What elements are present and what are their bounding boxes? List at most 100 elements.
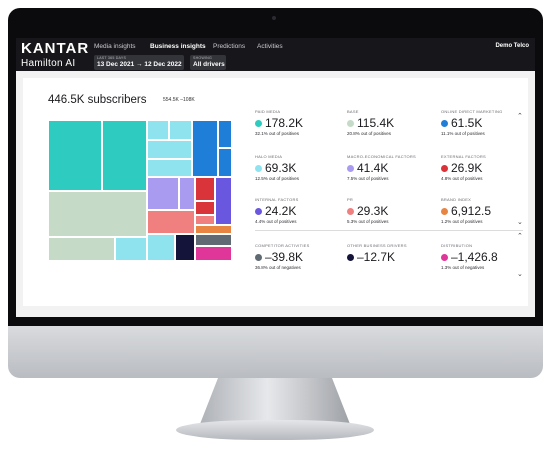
subscribers-range: 554.5K –108K (163, 97, 195, 103)
metric-value-row: 6,912.5 (441, 204, 521, 218)
metric-value-row: 115.4K (347, 116, 427, 130)
metric-color-dot (347, 207, 354, 215)
brand-logo[interactable]: KANTAR (21, 40, 90, 57)
metric-card[interactable]: INTERNAL FACTORS 24.2K 4.4% out of positiv… (255, 197, 335, 224)
metric-color-dot (441, 253, 448, 261)
driver-filter-label: SHOWING (193, 56, 212, 60)
treemap-cell[interactable] (48, 191, 147, 237)
metric-color-dot (441, 207, 448, 215)
metric-value: –39.8K (265, 250, 304, 264)
metric-value-row: 26.9K (441, 161, 521, 175)
metric-share: 4.4% out of positives (255, 219, 297, 224)
treemap-cell[interactable] (192, 120, 218, 177)
top-navigation-bar: KANTAR Hamilton AI Media insights Busine… (16, 38, 535, 71)
chevron-down-icon[interactable]: ⌄ (517, 271, 523, 278)
metric-color-dot (347, 253, 354, 261)
metric-value-row: 178.2K (255, 116, 335, 130)
metric-card[interactable]: EXTERNAL FACTORS 26.9K 4.8% out of positiv… (441, 154, 521, 181)
treemap-cell[interactable] (115, 237, 147, 261)
treemap-cell[interactable] (179, 177, 195, 210)
chevron-down-icon[interactable]: ⌄ (517, 219, 523, 226)
treemap-cell[interactable] (102, 120, 147, 191)
metric-card[interactable]: PR 29.3K 5.3% out of positives (347, 197, 427, 224)
treemap-cell[interactable] (147, 177, 179, 210)
metric-card[interactable]: DISTRIBUTION –1,426.8 1.3% out of negative… (441, 243, 521, 270)
treemap-cell[interactable] (147, 159, 192, 177)
treemap-cell[interactable] (169, 120, 192, 140)
metric-share: 1.2% out of positives (441, 219, 483, 224)
metric-share: 32.1% out of positives (255, 131, 300, 136)
treemap-cell[interactable] (195, 177, 215, 201)
treemap-cell[interactable] (48, 237, 115, 261)
metric-card[interactable]: OTHER BUSINESS DRIVERS –12.7K (347, 243, 427, 265)
tab-business-insights[interactable]: Business insights (150, 43, 206, 50)
treemap-cell[interactable] (195, 246, 232, 261)
metric-color-dot (441, 164, 448, 172)
account-name[interactable]: Demo Telco (495, 43, 529, 49)
treemap-cell[interactable] (147, 140, 192, 159)
metric-value-row: 29.3K (347, 204, 427, 218)
metric-label: MACRO-ECONOMICAL FACTORS (347, 154, 416, 159)
metric-card[interactable]: ONLINE DIRECT MARKETING 61.5K 11.1% out of… (441, 109, 521, 136)
metric-share: 5.3% out of positives (347, 219, 389, 224)
tab-activities[interactable]: Activities (257, 43, 283, 50)
metric-card[interactable]: MACRO-ECONOMICAL FACTORS 41.4K 7.5% out of… (347, 154, 427, 181)
metric-color-dot (255, 207, 262, 215)
drivers-panel: 446.5K subscribers 554.5K –108K (23, 78, 528, 306)
monitor-stand (200, 378, 350, 424)
metric-share: 36.8% out of negatives (255, 265, 301, 270)
metric-value: 115.4K (357, 116, 395, 130)
metric-value: 69.3K (265, 161, 297, 175)
treemap-cell[interactable] (195, 201, 215, 215)
metric-label: BASE (347, 109, 359, 114)
chevron-up-icon[interactable]: ⌃ (517, 113, 523, 120)
metric-value: 178.2K (265, 116, 304, 130)
product-name: Hamilton AI (21, 58, 76, 69)
metric-value: 61.5K (451, 116, 483, 130)
metric-card[interactable]: COMPETITOR ACTIVITIES –39.8K 36.8% out of … (255, 243, 335, 270)
metric-color-dot (347, 164, 354, 172)
treemap-cell[interactable] (218, 120, 232, 148)
metric-share: 4.8% out of positives (441, 176, 483, 181)
treemap-cell[interactable] (147, 120, 169, 140)
chevron-up-icon[interactable]: ⌃ (517, 233, 523, 240)
treemap-cell[interactable] (175, 234, 195, 261)
metric-card[interactable]: PAID MEDIA 178.2K 32.1% out of positives (255, 109, 335, 136)
metric-label: OTHER BUSINESS DRIVERS (347, 243, 407, 248)
treemap-cell[interactable] (218, 148, 232, 177)
metric-label: PAID MEDIA (255, 109, 281, 114)
date-range-selector[interactable]: LAST 365 DAYS 13 Dec 2021 → 12 Dec 2022 (94, 55, 184, 70)
treemap-cell[interactable] (195, 234, 232, 246)
metric-value: –12.7K (357, 250, 396, 264)
treemap-cell[interactable] (195, 225, 232, 234)
metric-card[interactable]: BASE 115.4K 20.8% out of positives (347, 109, 427, 136)
metric-color-dot (347, 119, 354, 127)
treemap-cell[interactable] (147, 234, 175, 261)
metric-value: 6,912.5 (451, 204, 492, 218)
metric-label: EXTERNAL FACTORS (441, 154, 486, 159)
app-screen: KANTAR Hamilton AI Media insights Busine… (16, 38, 535, 317)
treemap-cell[interactable] (147, 210, 195, 234)
tab-media-insights[interactable]: Media insights (94, 43, 136, 50)
metric-label: INTERNAL FACTORS (255, 197, 299, 202)
metric-value: 29.3K (357, 204, 389, 218)
camera-icon (272, 16, 276, 20)
metric-value: 26.9K (451, 161, 483, 175)
metric-value-row: 24.2K (255, 204, 335, 218)
metric-card[interactable]: BRAND INDEX 6,912.5 1.2% out of positives (441, 197, 521, 224)
metric-share: 20.8% out of positives (347, 131, 392, 136)
treemap-cell[interactable] (215, 177, 232, 225)
driver-filter-selector[interactable]: SHOWING All drivers (190, 55, 226, 70)
metric-value-row: –1,426.8 (441, 250, 521, 264)
divider (255, 230, 523, 231)
date-range-value: 13 Dec 2021 → 12 Dec 2022 (97, 61, 182, 68)
metric-value: –1,426.8 (451, 250, 498, 264)
tab-predictions[interactable]: Predictions (213, 43, 246, 50)
metric-label: ONLINE DIRECT MARKETING (441, 109, 503, 114)
treemap-cell[interactable] (48, 120, 102, 191)
metric-card[interactable]: HALO MEDIA 69.3K 12.5% out of positives (255, 154, 335, 181)
treemap-cell[interactable] (195, 215, 215, 225)
metric-color-dot (441, 119, 448, 127)
metric-color-dot (255, 164, 262, 172)
subscribers-total: 446.5K subscribers (48, 94, 147, 106)
